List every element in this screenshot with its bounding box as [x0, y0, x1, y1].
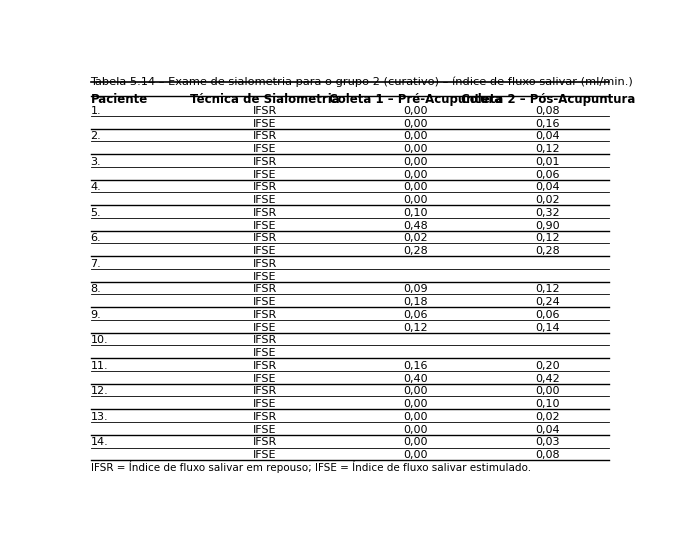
Text: 0,28: 0,28 [403, 246, 428, 256]
Text: 0,10: 0,10 [535, 399, 560, 409]
Text: IFSR: IFSR [253, 208, 277, 218]
Text: IFSR: IFSR [253, 361, 277, 371]
Text: 0,14: 0,14 [535, 322, 560, 332]
Text: Paciente: Paciente [91, 93, 148, 105]
Text: 2.: 2. [91, 131, 102, 141]
Text: IFSE: IFSE [253, 195, 277, 205]
Text: IFSE: IFSE [253, 399, 277, 409]
Text: 0,00: 0,00 [403, 386, 428, 396]
Text: IFSR: IFSR [253, 437, 277, 447]
Text: 0,00: 0,00 [403, 144, 428, 154]
Text: IFSR: IFSR [253, 131, 277, 141]
Text: 0,90: 0,90 [535, 221, 560, 231]
Text: 0,16: 0,16 [535, 119, 560, 129]
Text: IFSR: IFSR [253, 284, 277, 294]
Text: 0,00: 0,00 [403, 450, 428, 460]
Text: IFSE: IFSE [253, 450, 277, 460]
Text: 8.: 8. [91, 284, 102, 294]
Text: 0,00: 0,00 [403, 437, 428, 447]
Text: 0,10: 0,10 [403, 208, 428, 218]
Text: 13.: 13. [91, 412, 108, 422]
Text: IFSR: IFSR [253, 335, 277, 346]
Text: IFSR: IFSR [253, 157, 277, 167]
Text: 0,06: 0,06 [403, 310, 428, 320]
Text: 0,00: 0,00 [403, 182, 428, 192]
Text: IFSR: IFSR [253, 106, 277, 116]
Text: IFSR: IFSR [253, 412, 277, 422]
Text: 0,06: 0,06 [535, 169, 560, 179]
Text: 0,16: 0,16 [403, 361, 428, 371]
Text: IFSE: IFSE [253, 246, 277, 256]
Text: IFSR: IFSR [253, 310, 277, 320]
Text: 10.: 10. [91, 335, 108, 346]
Text: 6.: 6. [91, 233, 101, 243]
Text: 0,12: 0,12 [535, 144, 560, 154]
Text: 0,12: 0,12 [535, 233, 560, 243]
Text: 0,04: 0,04 [535, 131, 560, 141]
Text: IFSE: IFSE [253, 374, 277, 384]
Text: IFSE: IFSE [253, 272, 277, 282]
Text: 5.: 5. [91, 208, 101, 218]
Text: 9.: 9. [91, 310, 102, 320]
Text: IFSE: IFSE [253, 322, 277, 332]
Text: 0,03: 0,03 [535, 437, 560, 447]
Text: 0,02: 0,02 [403, 233, 428, 243]
Text: 14.: 14. [91, 437, 108, 447]
Text: 4.: 4. [91, 182, 102, 192]
Text: IFSE: IFSE [253, 348, 277, 358]
Text: IFSR: IFSR [253, 386, 277, 396]
Text: 0,00: 0,00 [403, 169, 428, 179]
Text: 0,00: 0,00 [403, 412, 428, 422]
Text: 0,00: 0,00 [403, 424, 428, 434]
Text: IFSE: IFSE [253, 119, 277, 129]
Text: 0,00: 0,00 [403, 119, 428, 129]
Text: IFSE: IFSE [253, 169, 277, 179]
Text: 0,00: 0,00 [403, 399, 428, 409]
Text: 0,42: 0,42 [535, 374, 560, 384]
Text: 0,01: 0,01 [535, 157, 560, 167]
Text: 0,08: 0,08 [535, 106, 560, 116]
Text: IFSE: IFSE [253, 144, 277, 154]
Text: 0,08: 0,08 [535, 450, 560, 460]
Text: 0,00: 0,00 [403, 131, 428, 141]
Text: 0,28: 0,28 [535, 246, 560, 256]
Text: 0,04: 0,04 [535, 182, 560, 192]
Text: 11.: 11. [91, 361, 108, 371]
Text: Coleta 1 – Pré-Acupuntura: Coleta 1 – Pré-Acupuntura [329, 93, 502, 105]
Text: Coleta 2 – Pós-Acupuntura: Coleta 2 – Pós-Acupuntura [460, 93, 635, 105]
Text: 0,09: 0,09 [403, 284, 428, 294]
Text: 0,20: 0,20 [535, 361, 560, 371]
Text: 0,02: 0,02 [535, 195, 560, 205]
Text: 3.: 3. [91, 157, 101, 167]
Text: 0,02: 0,02 [535, 412, 560, 422]
Text: 0,24: 0,24 [535, 297, 560, 307]
Text: IFSR: IFSR [253, 233, 277, 243]
Text: 0,40: 0,40 [403, 374, 428, 384]
Text: 0,48: 0,48 [403, 221, 428, 231]
Text: Técnica de Sialometria: Técnica de Sialometria [190, 93, 340, 105]
Text: IFSR: IFSR [253, 259, 277, 269]
Text: IFSE: IFSE [253, 221, 277, 231]
Text: 0,12: 0,12 [403, 322, 428, 332]
Text: 0,00: 0,00 [403, 106, 428, 116]
Text: 12.: 12. [91, 386, 108, 396]
Text: IFSR = Índice de fluxo salivar em repouso; IFSE = Índice de fluxo salivar estimu: IFSR = Índice de fluxo salivar em repous… [91, 461, 531, 473]
Text: 7.: 7. [91, 259, 102, 269]
Text: IFSR: IFSR [253, 182, 277, 192]
Text: 0,32: 0,32 [535, 208, 560, 218]
Text: 0,00: 0,00 [535, 386, 560, 396]
Text: IFSE: IFSE [253, 297, 277, 307]
Text: 0,06: 0,06 [535, 310, 560, 320]
Text: 0,00: 0,00 [403, 157, 428, 167]
Text: 0,00: 0,00 [403, 195, 428, 205]
Text: Tabela 5.14 – Exame de sialometria para o grupo 2 (curativo) – índice de fluxo s: Tabela 5.14 – Exame de sialometria para … [91, 76, 634, 87]
Text: IFSE: IFSE [253, 424, 277, 434]
Text: 0,12: 0,12 [535, 284, 560, 294]
Text: 1.: 1. [91, 106, 101, 116]
Text: 0,18: 0,18 [403, 297, 428, 307]
Text: 0,04: 0,04 [535, 424, 560, 434]
